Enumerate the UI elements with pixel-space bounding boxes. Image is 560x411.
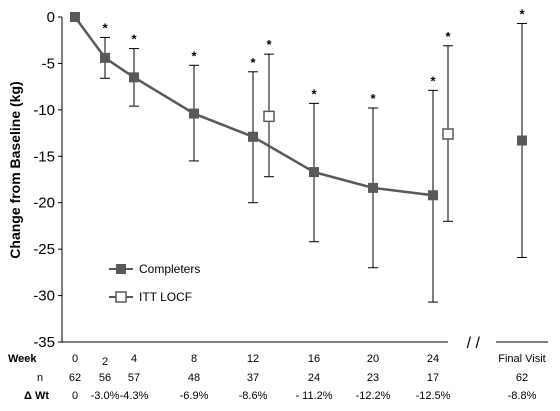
itt-locf-point bbox=[442, 128, 454, 140]
significance-star: * bbox=[370, 91, 376, 106]
x-tick-week: 12 bbox=[247, 353, 259, 365]
x-tick-week: 16 bbox=[308, 353, 320, 365]
x-tick-n: 62 bbox=[69, 372, 81, 384]
significance-star: * bbox=[250, 55, 256, 70]
significance-star: * bbox=[102, 20, 108, 35]
y-tick-label: -20 bbox=[33, 195, 55, 212]
y-tick-label: 0 bbox=[47, 9, 55, 26]
x-tick-dwt: -12.5% bbox=[416, 390, 451, 402]
x-tick-dwt: -4.3% bbox=[120, 390, 149, 402]
x-tick-dwt: -12.2% bbox=[356, 390, 391, 402]
completers-point bbox=[189, 108, 199, 119]
x-tick-week: 20 bbox=[367, 353, 379, 365]
completers-point bbox=[368, 182, 378, 193]
y-tick-label: -5 bbox=[42, 55, 55, 72]
significance-markers: * * * * * * * * * * bbox=[102, 7, 525, 107]
legend-marker-filled bbox=[116, 264, 126, 274]
error-bars bbox=[100, 23, 527, 303]
completers-line bbox=[73, 16, 434, 197]
x-tick-week: 4 bbox=[131, 353, 137, 365]
x-tick-dwt: - 11.2% bbox=[295, 390, 332, 402]
significance-star: * bbox=[430, 73, 436, 88]
axes bbox=[61, 17, 548, 343]
legend-label: ITT LOCF bbox=[139, 290, 192, 304]
y-tick-label: -35 bbox=[33, 334, 55, 351]
x-tick-week: Final Visit bbox=[498, 353, 545, 365]
x-tick-week: 2 bbox=[102, 356, 108, 368]
axis-break: / / bbox=[467, 335, 481, 352]
completers-point bbox=[100, 52, 110, 63]
row-header-week: Week bbox=[8, 353, 37, 365]
x-tick-n: 56 bbox=[99, 372, 111, 384]
x-tick-dwt: -6.9% bbox=[180, 390, 209, 402]
x-tick-week: 0 bbox=[72, 353, 78, 365]
itt-locf-point bbox=[263, 110, 275, 123]
x-tick-n: 24 bbox=[308, 372, 320, 384]
x-tick-dwt: -3.0% bbox=[91, 390, 120, 402]
x-tick-n: 48 bbox=[188, 372, 200, 384]
significance-star: * bbox=[519, 7, 525, 22]
completers-point bbox=[517, 135, 527, 146]
completers-point bbox=[248, 131, 258, 142]
significance-star: * bbox=[131, 32, 137, 47]
y-tick-label: -30 bbox=[33, 288, 55, 305]
y-ticks: 0 -5 -10 -15 -20 -25 -30 -35 bbox=[33, 9, 62, 351]
x-tick-dwt: -8.6% bbox=[239, 390, 268, 402]
legend-label: Completers bbox=[139, 262, 200, 276]
significance-star: * bbox=[266, 37, 272, 52]
data-markers bbox=[70, 12, 527, 201]
completers-point bbox=[129, 72, 139, 83]
row-header-dwt: Δ Wt bbox=[24, 390, 49, 402]
completers-point bbox=[428, 190, 438, 201]
x-tick-dwt: 0 bbox=[72, 390, 78, 402]
x-tick-n: 37 bbox=[247, 372, 259, 384]
x-tick-n: 17 bbox=[427, 372, 439, 384]
x-tick-n: 23 bbox=[367, 372, 379, 384]
significance-star: * bbox=[311, 86, 317, 101]
x-tick-n: 62 bbox=[516, 372, 528, 384]
y-tick-label: -25 bbox=[33, 241, 55, 258]
y-tick-label: -15 bbox=[33, 148, 55, 165]
x-tick-n: 57 bbox=[128, 372, 140, 384]
y-axis-label: Change from Baseline (kg) bbox=[7, 81, 23, 258]
x-tick-dwt: -8.8% bbox=[508, 390, 537, 402]
significance-star: * bbox=[445, 29, 451, 44]
legend: Completers ITT LOCF bbox=[109, 262, 200, 304]
legend-marker-open bbox=[115, 291, 127, 303]
completers-point bbox=[70, 12, 80, 22]
x-tick-week: 8 bbox=[191, 353, 197, 365]
series-lines bbox=[73, 16, 434, 197]
row-header-n: n bbox=[37, 372, 43, 384]
x-tick-week: 24 bbox=[427, 353, 439, 365]
significance-star: * bbox=[191, 48, 197, 63]
completers-point bbox=[309, 167, 319, 178]
y-tick-label: -10 bbox=[33, 102, 55, 119]
